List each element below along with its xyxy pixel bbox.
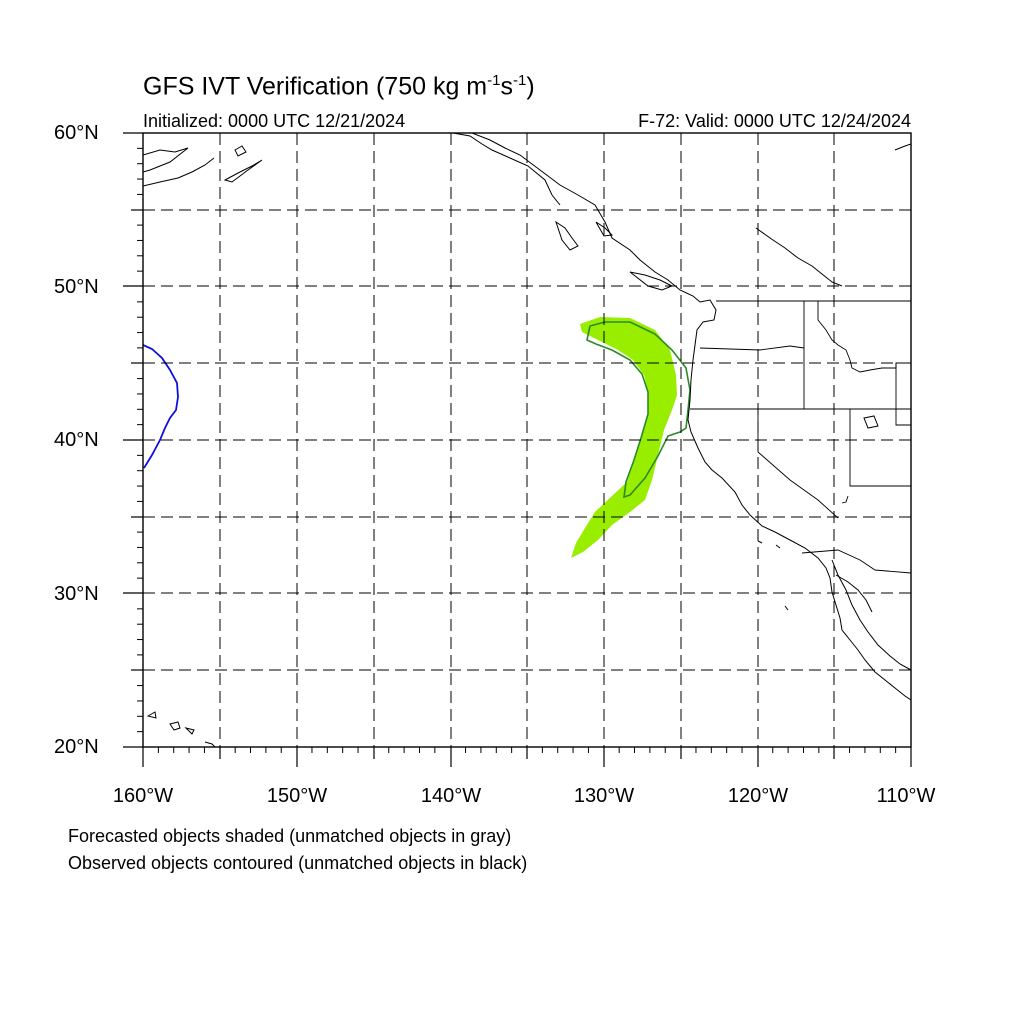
lon-label-130w: 130°W xyxy=(573,785,635,807)
lon-label-150w: 150°W xyxy=(266,785,328,807)
legend-observed-note: Observed objects contoured (unmatched ob… xyxy=(68,853,528,873)
observed-object xyxy=(586,321,691,499)
legend-forecast-note: Forecasted objects shaded (unmatched obj… xyxy=(68,826,512,846)
chart-title: GFS IVT Verification (750 kg m-1s-1) xyxy=(143,72,535,101)
axis-ticks xyxy=(123,132,912,767)
lon-label-160w: 160°W xyxy=(112,785,174,807)
valid-time: F-72: Valid: 0000 UTC 12/24/2024 xyxy=(638,111,911,131)
coastlines xyxy=(143,133,911,747)
lon-label-140w: 140°W xyxy=(420,785,482,807)
forecast-object xyxy=(571,317,677,558)
lat-label-20n: 20°N xyxy=(54,736,99,758)
gridlines xyxy=(143,133,911,747)
lon-label-120w: 120°W xyxy=(727,785,789,807)
state-borders xyxy=(690,300,911,574)
minor-ticks xyxy=(137,147,897,753)
unmatched-observed-object xyxy=(143,344,179,469)
lat-label-30n: 30°N xyxy=(54,583,99,605)
lat-label-50n: 50°N xyxy=(54,276,99,298)
initialized-time: Initialized: 0000 UTC 12/21/2024 xyxy=(143,111,406,131)
lat-label-60n: 60°N xyxy=(54,122,99,144)
lat-label-40n: 40°N xyxy=(54,429,99,451)
lon-label-110w: 110°W xyxy=(876,785,936,807)
